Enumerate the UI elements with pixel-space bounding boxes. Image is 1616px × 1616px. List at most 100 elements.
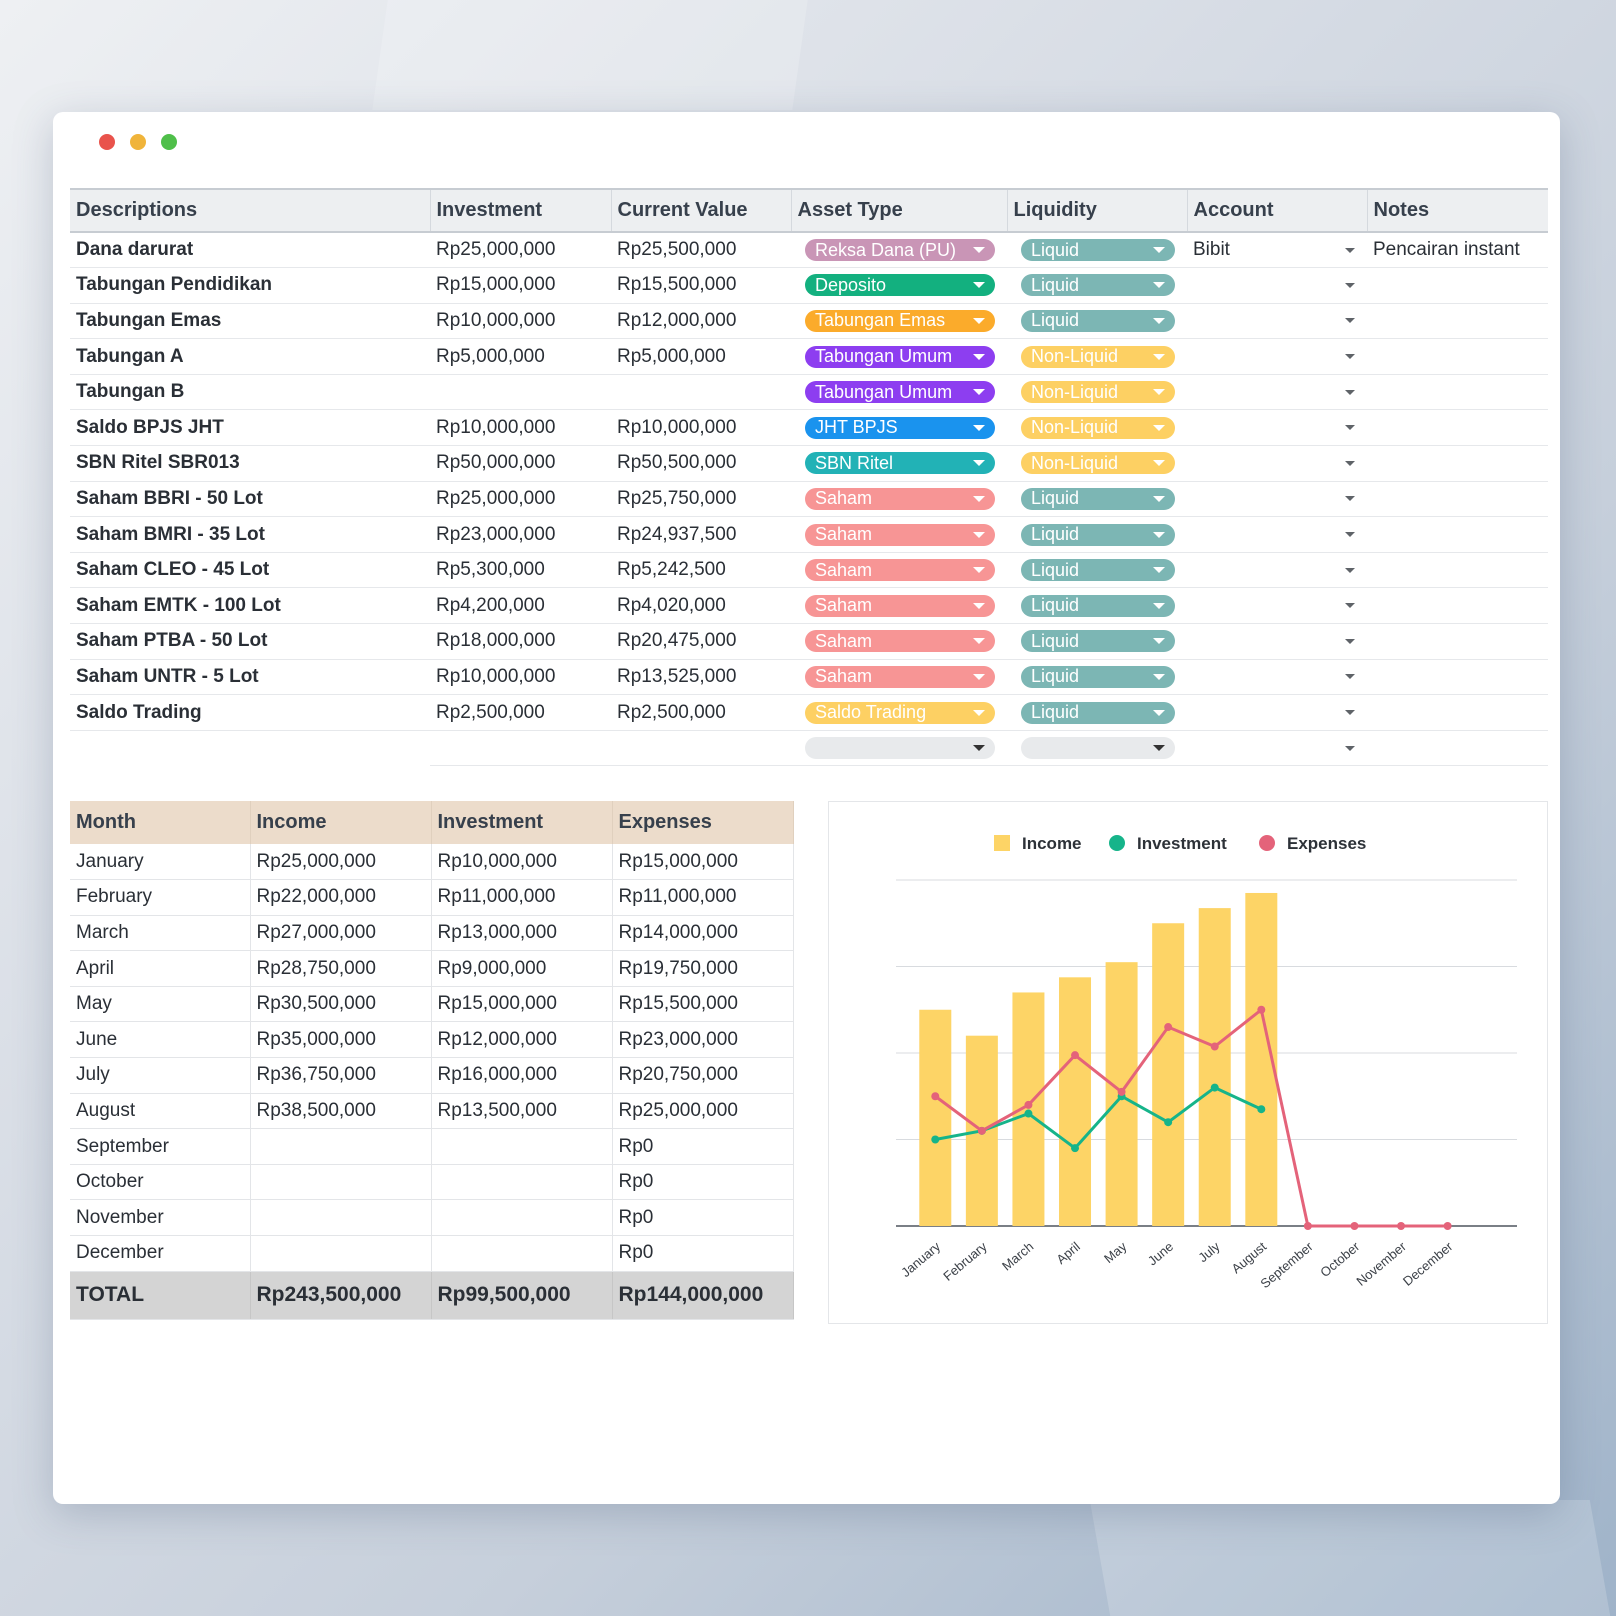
month-investment[interactable]: Rp11,000,000 xyxy=(431,879,613,916)
asset-investment[interactable]: Rp18,000,000 xyxy=(430,623,611,660)
notes-cell[interactable] xyxy=(1367,516,1548,553)
month-income[interactable]: Rp35,000,000 xyxy=(250,1021,432,1059)
account-cell[interactable] xyxy=(1187,338,1367,375)
month-name[interactable]: December xyxy=(70,1235,251,1272)
asset-description[interactable]: Saham UNTR - 5 Lot xyxy=(70,659,430,696)
liquidity-dropdown[interactable]: Liquid xyxy=(1021,487,1175,510)
account-dropdown-icon[interactable] xyxy=(1345,674,1355,680)
asset-type-dropdown[interactable]: SBN Ritel xyxy=(805,452,995,475)
month-expenses[interactable]: Rp0 xyxy=(612,1235,794,1272)
account-dropdown-icon[interactable] xyxy=(1345,318,1355,324)
liquidity-dropdown[interactable]: Liquid xyxy=(1021,559,1175,582)
liquidity-dropdown[interactable]: Liquid xyxy=(1021,309,1175,332)
liquidity-dropdown[interactable]: Non-Liquid xyxy=(1021,345,1175,368)
asset-investment[interactable]: Rp10,000,000 xyxy=(430,659,611,696)
account-cell[interactable] xyxy=(1187,267,1367,304)
asset-current-value[interactable]: Rp50,500,000 xyxy=(611,445,791,482)
asset-current-value[interactable]: Rp5,000,000 xyxy=(611,338,791,375)
month-income[interactable]: Rp28,750,000 xyxy=(250,950,432,987)
month-expenses[interactable]: Rp15,500,000 xyxy=(612,986,794,1023)
month-income[interactable]: Rp30,500,000 xyxy=(250,986,432,1023)
month-expenses[interactable]: Rp11,000,000 xyxy=(612,879,794,916)
liquidity-dropdown[interactable]: Liquid xyxy=(1021,665,1175,688)
liquidity-dropdown[interactable]: Non-Liquid xyxy=(1021,452,1175,475)
notes-cell[interactable] xyxy=(1367,267,1548,304)
asset-current-value[interactable]: Rp13,525,000 xyxy=(611,659,791,696)
account-cell[interactable] xyxy=(1187,587,1367,625)
asset-type-dropdown[interactable]: Saham xyxy=(805,523,995,546)
account-dropdown-icon[interactable] xyxy=(1345,425,1355,431)
month-expenses[interactable]: Rp0 xyxy=(612,1128,794,1165)
month-name[interactable]: June xyxy=(70,1021,251,1059)
account-dropdown-icon[interactable] xyxy=(1345,460,1355,466)
asset-description[interactable]: Saham BBRI - 50 Lot xyxy=(70,481,430,518)
month-name[interactable]: November xyxy=(70,1199,251,1237)
month-investment[interactable]: Rp15,000,000 xyxy=(431,986,613,1023)
month-investment[interactable] xyxy=(431,1128,613,1165)
notes-cell[interactable] xyxy=(1367,623,1548,660)
account-dropdown-icon[interactable] xyxy=(1345,603,1355,609)
liquidity-dropdown[interactable]: Liquid xyxy=(1021,594,1175,617)
asset-investment[interactable]: Rp25,000,000 xyxy=(430,481,611,518)
account-cell[interactable] xyxy=(1187,445,1367,482)
notes-cell[interactable] xyxy=(1367,303,1548,340)
month-name[interactable]: March xyxy=(70,915,251,952)
asset-current-value[interactable]: Rp12,000,000 xyxy=(611,303,791,340)
asset-investment[interactable] xyxy=(430,374,611,411)
month-income[interactable]: Rp36,750,000 xyxy=(250,1057,432,1094)
asset-current-value[interactable]: Rp4,020,000 xyxy=(611,587,791,625)
month-income[interactable] xyxy=(250,1235,432,1272)
month-income[interactable] xyxy=(250,1128,432,1165)
account-cell[interactable] xyxy=(1187,481,1367,518)
asset-type-dropdown[interactable]: Saham xyxy=(805,487,995,510)
notes-cell[interactable] xyxy=(1367,374,1548,411)
account-cell[interactable] xyxy=(1187,374,1367,411)
liquidity-dropdown[interactable]: Liquid xyxy=(1021,523,1175,546)
month-income[interactable]: Rp27,000,000 xyxy=(250,915,432,952)
month-expenses[interactable]: Rp20,750,000 xyxy=(612,1057,794,1094)
asset-description[interactable]: Tabungan Pendidikan xyxy=(70,267,430,304)
asset-type-dropdown[interactable]: Tabungan Emas xyxy=(805,309,995,332)
account-dropdown-icon[interactable] xyxy=(1345,532,1355,538)
asset-current-value[interactable] xyxy=(611,374,791,411)
account-dropdown-icon[interactable] xyxy=(1345,354,1355,360)
month-name[interactable]: May xyxy=(70,986,251,1023)
month-expenses[interactable]: Rp14,000,000 xyxy=(612,915,794,952)
month-name[interactable]: July xyxy=(70,1057,251,1094)
month-investment[interactable] xyxy=(431,1199,613,1237)
account-dropdown-icon[interactable] xyxy=(1345,389,1355,395)
minimize-window-icon[interactable] xyxy=(130,134,146,150)
asset-investment[interactable]: Rp23,000,000 xyxy=(430,516,611,553)
asset-type-dropdown[interactable] xyxy=(805,737,995,760)
notes-cell[interactable] xyxy=(1367,552,1548,589)
account-dropdown-icon[interactable] xyxy=(1345,282,1355,288)
asset-description[interactable]: Saham EMTK - 100 Lot xyxy=(70,587,430,625)
month-investment[interactable] xyxy=(431,1235,613,1272)
asset-description[interactable]: Tabungan A xyxy=(70,338,430,375)
asset-investment[interactable]: Rp50,000,000 xyxy=(430,445,611,482)
asset-type-dropdown[interactable]: Saham xyxy=(805,594,995,617)
asset-description[interactable]: Saham CLEO - 45 Lot xyxy=(70,552,430,589)
month-expenses[interactable]: Rp0 xyxy=(612,1199,794,1237)
month-income[interactable]: Rp25,000,000 xyxy=(250,844,432,881)
asset-current-value[interactable] xyxy=(611,730,791,767)
account-cell[interactable] xyxy=(1187,659,1367,696)
notes-cell[interactable] xyxy=(1367,409,1548,447)
liquidity-dropdown[interactable]: Liquid xyxy=(1021,630,1175,653)
month-investment[interactable]: Rp13,500,000 xyxy=(431,1093,613,1130)
asset-investment[interactable]: Rp2,500,000 xyxy=(430,694,611,731)
asset-investment[interactable]: Rp10,000,000 xyxy=(430,303,611,340)
asset-current-value[interactable]: Rp10,000,000 xyxy=(611,409,791,447)
asset-type-dropdown[interactable]: Reksa Dana (PU) xyxy=(805,239,995,262)
month-investment[interactable] xyxy=(431,1164,613,1201)
asset-type-dropdown[interactable]: Deposito xyxy=(805,274,995,297)
account-dropdown-icon[interactable] xyxy=(1345,710,1355,716)
month-investment[interactable]: Rp9,000,000 xyxy=(431,950,613,987)
asset-investment[interactable]: Rp10,000,000 xyxy=(430,409,611,447)
asset-investment[interactable]: Rp4,200,000 xyxy=(430,587,611,625)
asset-type-dropdown[interactable]: Tabungan Umum xyxy=(805,381,995,404)
month-expenses[interactable]: Rp15,000,000 xyxy=(612,844,794,881)
liquidity-dropdown[interactable]: Non-Liquid xyxy=(1021,381,1175,404)
month-investment[interactable]: Rp16,000,000 xyxy=(431,1057,613,1094)
account-cell[interactable] xyxy=(1187,623,1367,660)
